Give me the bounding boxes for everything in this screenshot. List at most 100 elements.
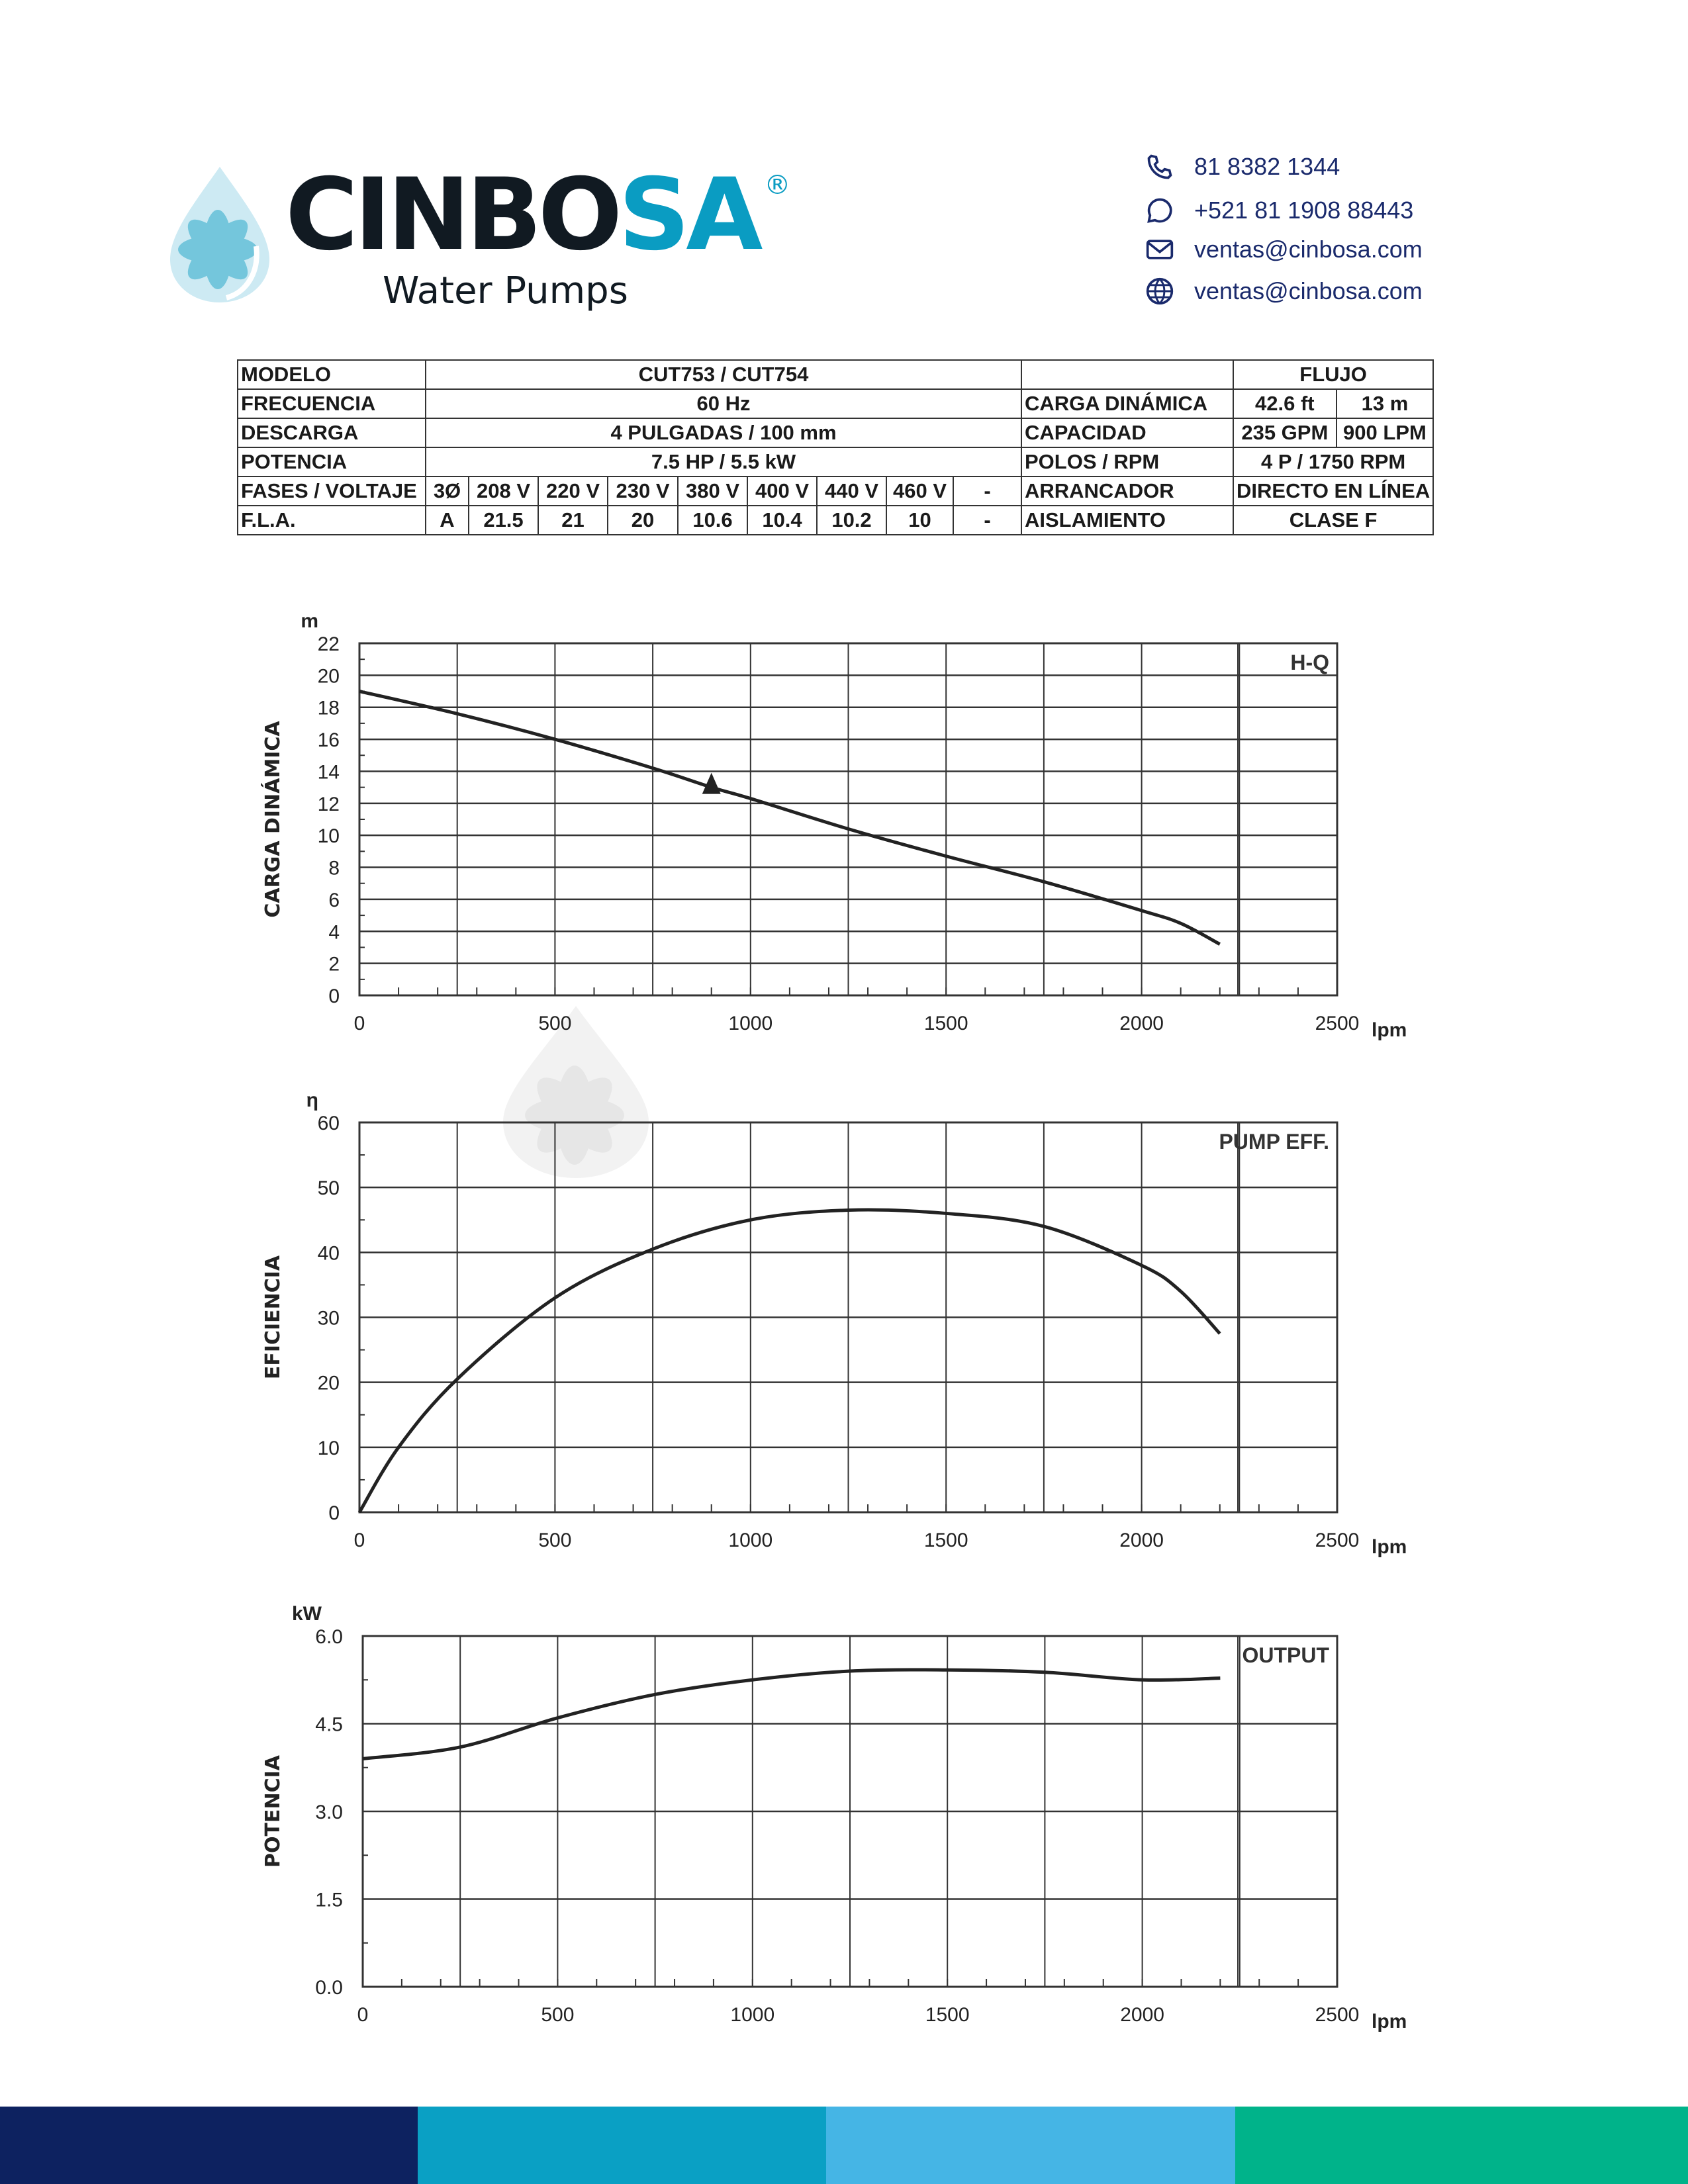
table-row: DESCARGA 4 PULGADAS / 100 mm CAPACIDAD 2…: [237, 418, 1434, 448]
fla-value: 10.2: [816, 505, 887, 535]
phone-icon: [1147, 154, 1172, 179]
x-tick-label: 0: [357, 2004, 369, 2026]
series-curve: [357, 1208, 1221, 1514]
y-tick-label: 12: [318, 794, 340, 815]
x-tick-label: 1500: [925, 2004, 970, 2026]
header-flujo: FLUJO: [1232, 359, 1434, 390]
brand-name-main: CINBO: [285, 158, 622, 273]
label-potencia: POTENCIA: [237, 447, 426, 477]
contact-whatsapp-text[interactable]: +521 81 1908 88443: [1194, 197, 1414, 224]
y-unit-label: m: [301, 610, 318, 632]
label-fla: F.L.A.: [237, 505, 426, 535]
empty-cell: [1021, 359, 1234, 390]
contact-phone-text[interactable]: 81 8382 1344: [1194, 153, 1340, 180]
y-tick-label: 3.0: [315, 1801, 343, 1823]
contact-whatsapp[interactable]: +521 81 1908 88443: [1145, 196, 1413, 225]
watermark-logo-icon: [503, 1006, 649, 1178]
x-tick-label: 1500: [924, 1013, 968, 1034]
value-modelo: CUT753 / CUT754: [425, 359, 1022, 390]
fla-value: 10.6: [677, 505, 748, 535]
x-tick-label: 1000: [730, 2004, 774, 2026]
y-tick-label: 22: [318, 633, 340, 655]
y-tick-label: 0.0: [315, 1977, 343, 1999]
label-descarga: DESCARGA: [237, 418, 426, 448]
value-polos: 4 P / 1750 RPM: [1232, 447, 1434, 477]
y-tick-label: 10: [318, 1437, 340, 1459]
fases-value: 208 V: [468, 476, 539, 506]
label-frecuencia: FRECUENCIA: [237, 388, 426, 419]
fla-value: -: [953, 505, 1022, 535]
table-row: POTENCIA 7.5 HP / 5.5 kW POLOS / RPM 4 P…: [237, 447, 1434, 477]
chart-title: H-Q: [1290, 651, 1329, 674]
value-descarga: 4 PULGADAS / 100 mm: [425, 418, 1022, 448]
x-unit-label: lpm: [1372, 2011, 1407, 2032]
fases-value: 400 V: [747, 476, 818, 506]
fla-value: 21: [538, 505, 608, 535]
x-unit-label: lpm: [1372, 1019, 1407, 1041]
value-frecuencia: 60 Hz: [425, 388, 1022, 419]
y-unit-label: η: [306, 1089, 318, 1111]
brand-tagline: Water Pumps: [383, 269, 628, 312]
y-tick-label: 2: [328, 954, 340, 976]
y-axis-title: EFICIENCIA: [261, 1255, 285, 1379]
y-tick-label: 0: [328, 985, 340, 1007]
value-capacidad-lpm: 900 LPM: [1335, 418, 1434, 448]
whatsapp-icon: [1147, 198, 1172, 223]
x-tick-label: 500: [538, 1529, 571, 1551]
table-row: FRECUENCIA 60 Hz CARGA DINÁMICA 42.6 ft …: [237, 388, 1434, 419]
value-capacidad-gpm: 235 GPM: [1233, 418, 1337, 448]
y-tick-label: 6.0: [315, 1626, 343, 1648]
contact-email[interactable]: ventas@cinbosa.com: [1145, 235, 1423, 264]
y-tick-label: 6: [328, 889, 340, 911]
fases-value: 230 V: [607, 476, 679, 506]
globe-icon: [1146, 277, 1174, 305]
footer-bar-navy: [0, 2107, 418, 2184]
fases-value: -: [953, 476, 1022, 506]
x-tick-label: 1000: [728, 1013, 773, 1034]
fases-value: 220 V: [538, 476, 608, 506]
x-tick-label: 0: [354, 1529, 365, 1551]
brand-name-accent: SA: [618, 158, 763, 273]
plot-frame: [358, 642, 1338, 997]
fla-value: 20: [607, 505, 679, 535]
x-tick-label: 2500: [1315, 1013, 1360, 1034]
y-tick-label: 20: [318, 665, 340, 687]
contact-web[interactable]: ventas@cinbosa.com: [1145, 277, 1423, 306]
y-tick-label: 40: [318, 1242, 340, 1264]
value-arrancador: DIRECTO EN LÍNEA: [1232, 476, 1434, 506]
series-curve: [359, 690, 1221, 946]
label-carga: CARGA DINÁMICA: [1021, 388, 1234, 419]
y-tick-label: 50: [318, 1177, 340, 1199]
value-potencia: 7.5 HP / 5.5 kW: [425, 447, 1022, 477]
contact-phone[interactable]: 81 8382 1344: [1145, 152, 1340, 181]
fla-value: 21.5: [468, 505, 539, 535]
value-carga-ft: 42.6 ft: [1233, 388, 1337, 419]
x-tick-label: 500: [541, 2004, 574, 2026]
label-arrancador: ARRANCADOR: [1021, 476, 1234, 506]
x-tick-label: 1000: [728, 1529, 773, 1551]
spec-table: MODELO CUT753 / CUT754 FLUJO FRECUENCIA …: [237, 359, 1434, 535]
x-tick-label: 0: [354, 1013, 365, 1034]
y-tick-label: 60: [318, 1113, 340, 1134]
table-row: FASES / VOLTAJE 3Ø 208 V 220 V 230 V 380…: [237, 476, 1434, 506]
y-axis-title: POTENCIA: [261, 1754, 285, 1868]
x-tick-label: 1500: [924, 1529, 968, 1551]
y-tick-label: 4.5: [315, 1714, 343, 1736]
contact-web-text[interactable]: ventas@cinbosa.com: [1194, 277, 1423, 304]
chart-title: OUTPUT: [1242, 1643, 1329, 1667]
y-tick-label: 8: [328, 858, 340, 880]
x-tick-label: 2000: [1119, 1529, 1164, 1551]
mail-icon: [1146, 240, 1174, 259]
plot-frame: [361, 1635, 1338, 1988]
contact-email-text[interactable]: ventas@cinbosa.com: [1194, 236, 1423, 263]
table-row: F.L.A. A 21.5 21 20 10.6 10.4 10.2 10 - …: [237, 505, 1434, 535]
fla-value: 10: [886, 505, 954, 535]
y-tick-label: 20: [318, 1373, 340, 1394]
plot-frame: [358, 1121, 1338, 1514]
label-aislamiento: AISLAMIENTO: [1021, 505, 1234, 535]
fla-value: A: [425, 505, 469, 535]
series-curve: [362, 1668, 1221, 1760]
y-tick-label: 4: [328, 921, 340, 943]
